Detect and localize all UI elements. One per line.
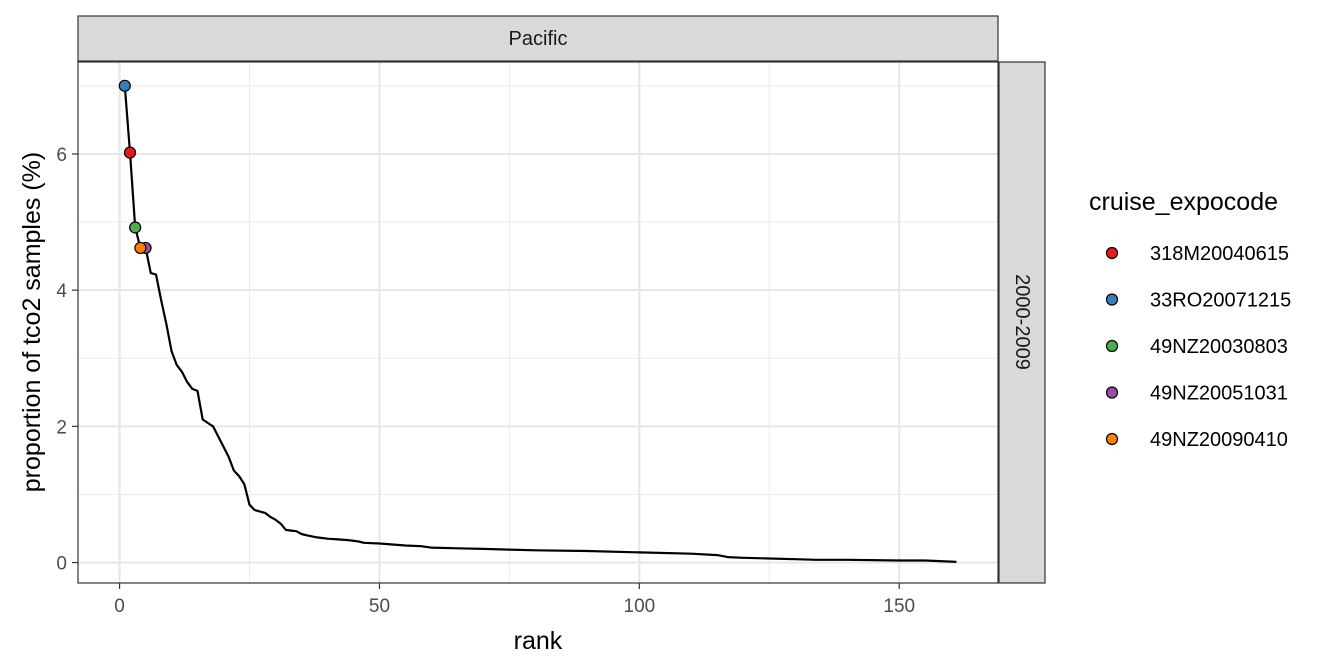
legend-title: cruise_expocode (1089, 188, 1278, 216)
series-line (123, 85, 957, 563)
grid (78, 62, 998, 583)
legend-key-49NZ20090410 (1105, 432, 1119, 446)
data-point-49NZ20090410 (134, 241, 147, 255)
legend-label: 49NZ20030803 (1150, 336, 1288, 358)
x-tick-label: 50 (369, 596, 390, 617)
x-axis: 0 50 100 150 (114, 583, 915, 617)
legend-label: 33RO20071215 (1150, 290, 1291, 312)
facet-strip-top (77, 15, 999, 62)
legend-key-318M20040615 (1105, 246, 1119, 260)
facet-label-region: Pacific (509, 28, 568, 50)
x-axis-title: rank (514, 627, 563, 655)
data-point-49NZ20030803 (129, 221, 142, 234)
y-tick-label: 2 (56, 417, 67, 438)
y-tick-label: 6 (56, 145, 67, 166)
facet-label-decade: 2000-2009 (1011, 274, 1033, 370)
series-points-group (118, 79, 152, 255)
y-axis-title: proportion of tco2 samples (%) (18, 152, 46, 492)
plot-panel-border (77, 61, 999, 584)
x-tick-label: 0 (114, 596, 125, 617)
y-axis: 0 2 4 6 (56, 145, 78, 575)
y-tick-label: 0 (56, 554, 67, 575)
facet-strip-right (998, 61, 1046, 584)
legend: 318M20040615 33RO20071215 49NZ20030803 49NZ… (1105, 243, 1291, 451)
plot-panel (78, 62, 998, 583)
legend-label: 318M20040615 (1150, 243, 1289, 265)
series-line-group (123, 85, 957, 563)
legend-key-33RO20071215 (1105, 293, 1119, 306)
data-point-33RO20071215 (118, 79, 131, 92)
legend-key-49NZ20030803 (1105, 339, 1119, 353)
legend-key-49NZ20051031 (1105, 386, 1119, 399)
y-tick-label: 4 (56, 281, 67, 302)
x-tick-label: 100 (624, 596, 656, 617)
x-tick-label: 150 (883, 596, 915, 617)
legend-label: 49NZ20051031 (1150, 383, 1288, 405)
legend-label: 49NZ20090410 (1150, 429, 1288, 451)
data-point-318M20040615 (123, 146, 137, 159)
